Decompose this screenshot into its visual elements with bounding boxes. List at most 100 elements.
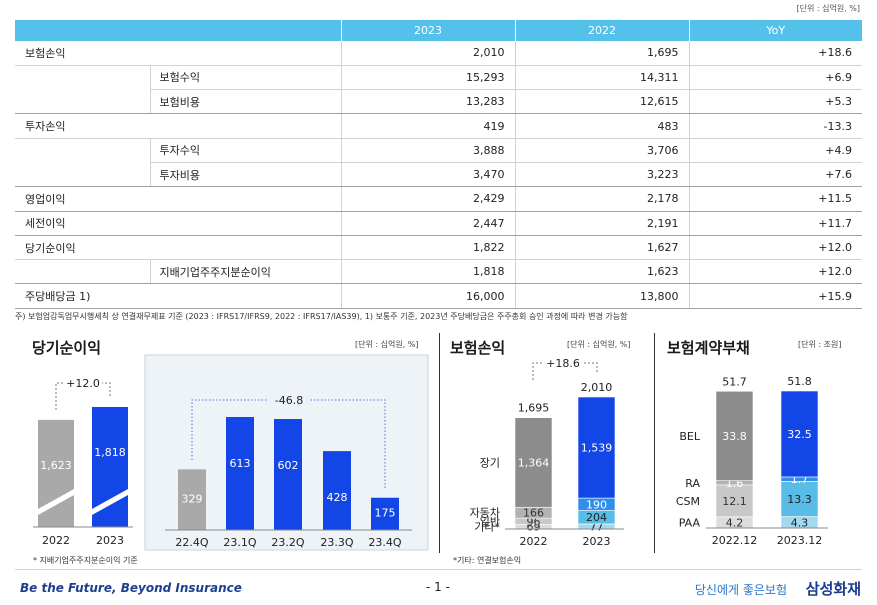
stacked-bar-segment <box>715 390 754 481</box>
header-2022: 2022 <box>514 20 689 41</box>
cell-2023: 15,293 <box>340 65 515 91</box>
cell-2022: 14,311 <box>514 65 689 91</box>
data-label: 175 <box>375 507 396 520</box>
series-label: PAA <box>679 516 701 529</box>
header-yoy: YoY <box>688 20 862 41</box>
series-label: 자동차 <box>470 507 500 520</box>
cell-2022: 3,706 <box>514 138 689 163</box>
row-label: 투자손익 <box>15 113 341 139</box>
cell-yoy: +12.0 <box>688 235 862 261</box>
cell-2023: 1,818 <box>340 259 515 285</box>
cell-2022: 1,623 <box>514 259 689 285</box>
cell-2023: 2,010 <box>340 41 515 66</box>
footer-divider <box>15 569 862 570</box>
total-label: 1,695 <box>518 402 550 415</box>
row-label: 세전이익 <box>15 211 341 236</box>
row-label: 주당배당금 1) <box>15 283 341 309</box>
series-label: RA <box>685 477 700 490</box>
stacked-bar-segment <box>514 417 553 508</box>
cell-yoy: -13.3 <box>688 113 862 139</box>
table-row: 지배기업주주지분순이익 1,818 1,623 +12.0 <box>15 259 862 285</box>
cell-2022: 2,178 <box>514 186 689 212</box>
contract-liability-title: 보험계약부채 <box>667 339 750 357</box>
cell-2022: 1,695 <box>514 41 689 66</box>
cell-2023: 16,000 <box>340 283 515 309</box>
table-row: 영업이익 2,429 2,178 +11.5 <box>15 186 862 212</box>
row-label <box>15 259 150 285</box>
row-sublabel: 지배기업주주지분순이익 <box>149 259 341 285</box>
series-label: 장기 <box>480 456 500 469</box>
insurance-income-unit: [단위 : 십억원, %] <box>567 340 631 349</box>
series-label: BEL <box>679 430 700 443</box>
row-label <box>15 162 150 188</box>
bar-cut <box>38 489 74 515</box>
footer-slogan: Be the Future, Beyond Insurance <box>20 581 242 595</box>
stacked-bar-segment <box>577 396 616 499</box>
series-label: 기타* <box>474 521 500 534</box>
cell-2022: 483 <box>514 113 689 139</box>
row-label: 당기순이익 <box>15 235 341 261</box>
data-label: 204 <box>586 511 607 524</box>
x-tick-label: 2022.12 <box>712 534 758 547</box>
data-label: 166 <box>523 507 544 520</box>
cell-2022: 12,615 <box>514 89 689 115</box>
contract-liability-unit: [단위 : 조원] <box>798 340 842 349</box>
cell-2023: 3,470 <box>340 162 515 188</box>
change-label-bg <box>543 356 583 370</box>
x-tick-label: 23.4Q <box>368 536 401 549</box>
x-tick-label: 2023 <box>96 534 124 547</box>
data-label: 12.1 <box>722 495 747 508</box>
cell-yoy: +11.5 <box>688 186 862 212</box>
x-tick-label: 2022 <box>42 534 70 547</box>
series-label: 일반 <box>480 514 500 528</box>
bar <box>371 497 399 530</box>
row-label: 영업이익 <box>15 186 341 212</box>
cell-yoy: +4.9 <box>688 138 862 163</box>
unit-label: [단위 : 십억원, %] <box>796 4 860 13</box>
table-row: 보험수익 15,293 14,311 +6.9 <box>15 65 862 91</box>
table-row: 주당배당금 1) 16,000 13,800 +15.9 <box>15 283 862 309</box>
table-header-row: 2023 2022 YoY <box>15 20 862 41</box>
x-tick-label: 2022 <box>520 535 548 548</box>
total-label: 51.7 <box>722 375 747 388</box>
data-label: 4.2 <box>726 516 744 529</box>
bar <box>274 419 302 530</box>
stacked-bar-segment <box>780 390 819 478</box>
cell-yoy: +6.9 <box>688 65 862 91</box>
cell-yoy: +11.7 <box>688 211 862 236</box>
x-tick-label: 23.3Q <box>320 536 353 549</box>
data-label: 1,818 <box>94 446 126 459</box>
net-income-unit: [단위 : 십억원, %] <box>355 340 419 349</box>
row-sublabel: 투자비용 <box>149 162 341 188</box>
row-sublabel: 보험수익 <box>149 65 341 91</box>
cell-yoy: +5.3 <box>688 89 862 115</box>
row-label <box>15 89 150 115</box>
series-label: CSM <box>676 495 700 508</box>
data-label: 1,364 <box>518 456 550 469</box>
table-row: 투자손익 419 483 -13.3 <box>15 113 862 139</box>
x-tick-label: 2023.12 <box>777 534 823 547</box>
change-label-bg <box>64 376 102 390</box>
stacked-bar-segment <box>715 484 754 518</box>
row-sublabel: 보험비용 <box>149 89 341 115</box>
change-label-bg <box>268 393 310 407</box>
data-label: 613 <box>230 457 251 470</box>
total-label: 51.8 <box>787 375 812 388</box>
change-label: +18.6 <box>546 357 580 370</box>
cell-2022: 3,223 <box>514 162 689 188</box>
financial-summary-table: 2023 2022 YoY 보험손익 2,010 1,695 +18.6 보험수익 15,… <box>15 20 862 309</box>
cell-2023: 2,429 <box>340 186 515 212</box>
data-label: 96 <box>527 515 541 528</box>
cell-2023: 13,283 <box>340 89 515 115</box>
data-label: 602 <box>278 459 299 472</box>
insurance-income-note: *기타: 연결보험손익 <box>453 556 522 565</box>
cell-2023: 2,447 <box>340 211 515 236</box>
cell-yoy: +7.6 <box>688 162 862 188</box>
bar <box>226 417 254 530</box>
table-row: 보험손익 2,010 1,695 +18.6 <box>15 41 862 66</box>
data-label: 4.3 <box>791 516 809 529</box>
data-label: 32.5 <box>787 428 812 441</box>
x-tick-label: 23.2Q <box>271 536 304 549</box>
stacked-bar-segment <box>780 481 819 517</box>
